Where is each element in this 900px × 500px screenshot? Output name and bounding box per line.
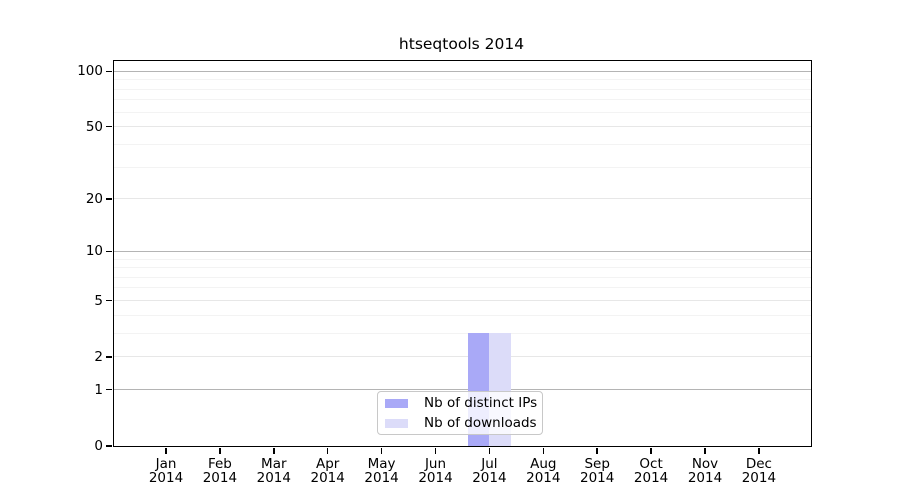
major-gridline xyxy=(114,250,811,253)
major-gridline xyxy=(114,70,811,72)
major-gridline xyxy=(114,300,811,301)
y-axis-tick xyxy=(105,125,113,128)
plot-area: 0 1 2 5 10 20 50 100 Jan 2014 Feb 2014 Mar 2014 Apr… xyxy=(77,60,812,485)
y-axis-tick xyxy=(105,356,113,358)
x-tick-label: Jul 2014 xyxy=(472,456,507,486)
x-tick-label: Feb 2014 xyxy=(202,456,238,486)
x-axis-tick xyxy=(273,447,275,455)
x-axis-tick xyxy=(596,447,598,455)
minor-gridline xyxy=(114,111,811,113)
minor-gridline xyxy=(114,267,811,269)
chart-title: htseqtools 2014 xyxy=(398,35,525,53)
x-tick-label: Dec 2014 xyxy=(741,456,777,486)
y-tick-label: 1 xyxy=(94,381,103,398)
legend: Nb of distinct IPs Nb of downloads xyxy=(377,391,543,435)
x-axis-tick xyxy=(488,447,491,455)
x-tick-label: May 2014 xyxy=(364,456,399,486)
x-axis-tick xyxy=(326,447,329,455)
major-gridline xyxy=(114,126,811,128)
major-gridline xyxy=(114,356,811,358)
x-tick-label: Jan 2014 xyxy=(148,456,184,486)
y-tick-label: 5 xyxy=(94,292,103,309)
minor-gridline xyxy=(114,276,811,278)
x-tick-label: Nov 2014 xyxy=(687,456,723,486)
minor-gridline xyxy=(114,332,811,334)
y-axis-tick xyxy=(105,198,113,200)
x-axis-tick xyxy=(165,447,167,455)
x-tick-label: Mar 2014 xyxy=(256,456,291,486)
x-axis-tick xyxy=(219,447,221,455)
x-tick-label: Apr 2014 xyxy=(310,456,345,486)
legend-item-downloads: Nb of downloads xyxy=(385,414,542,433)
y-tick-label: 2 xyxy=(94,348,103,365)
y-tick-label: 20 xyxy=(85,190,103,207)
x-axis-tick xyxy=(704,447,706,455)
minor-gridline xyxy=(114,287,811,289)
legend-item-distinct-ips: Nb of distinct IPs xyxy=(385,394,542,413)
x-tick-label: Aug 2014 xyxy=(526,456,561,486)
legend-swatch-distinct-ips-icon xyxy=(385,398,408,408)
x-axis-tick xyxy=(542,447,545,455)
minor-gridline xyxy=(114,143,811,145)
x-tick-label: Sep 2014 xyxy=(580,456,615,486)
y-axis-tick xyxy=(105,299,113,302)
minor-gridline xyxy=(114,314,811,316)
legend-label-distinct-ips: Nb of distinct IPs xyxy=(424,395,538,411)
minor-gridline xyxy=(114,99,811,101)
y-axis-tick xyxy=(105,70,113,72)
legend-label-downloads: Nb of downloads xyxy=(424,415,537,431)
x-tick-label: Oct 2014 xyxy=(633,456,669,486)
y-tick-label: 10 xyxy=(85,243,103,260)
minor-gridline xyxy=(114,166,811,168)
y-tick-label: 100 xyxy=(77,63,103,80)
legend-swatch-downloads-icon xyxy=(385,418,408,428)
minor-gridline xyxy=(114,258,811,260)
x-axis-tick xyxy=(380,447,383,455)
y-axis-tick xyxy=(105,250,113,253)
x-axis-tick xyxy=(650,447,652,455)
minor-gridline xyxy=(114,88,811,90)
x-tick-label: Jun 2014 xyxy=(418,456,453,486)
x-axis-tick xyxy=(758,447,760,455)
y-tick-label: 0 xyxy=(94,438,103,454)
x-axis-tick xyxy=(434,447,437,455)
y-axis-tick xyxy=(105,388,113,391)
y-tick-label: 50 xyxy=(85,118,103,135)
minor-gridline xyxy=(114,79,811,81)
y-axis-tick xyxy=(105,445,113,447)
major-gridline xyxy=(114,198,811,200)
